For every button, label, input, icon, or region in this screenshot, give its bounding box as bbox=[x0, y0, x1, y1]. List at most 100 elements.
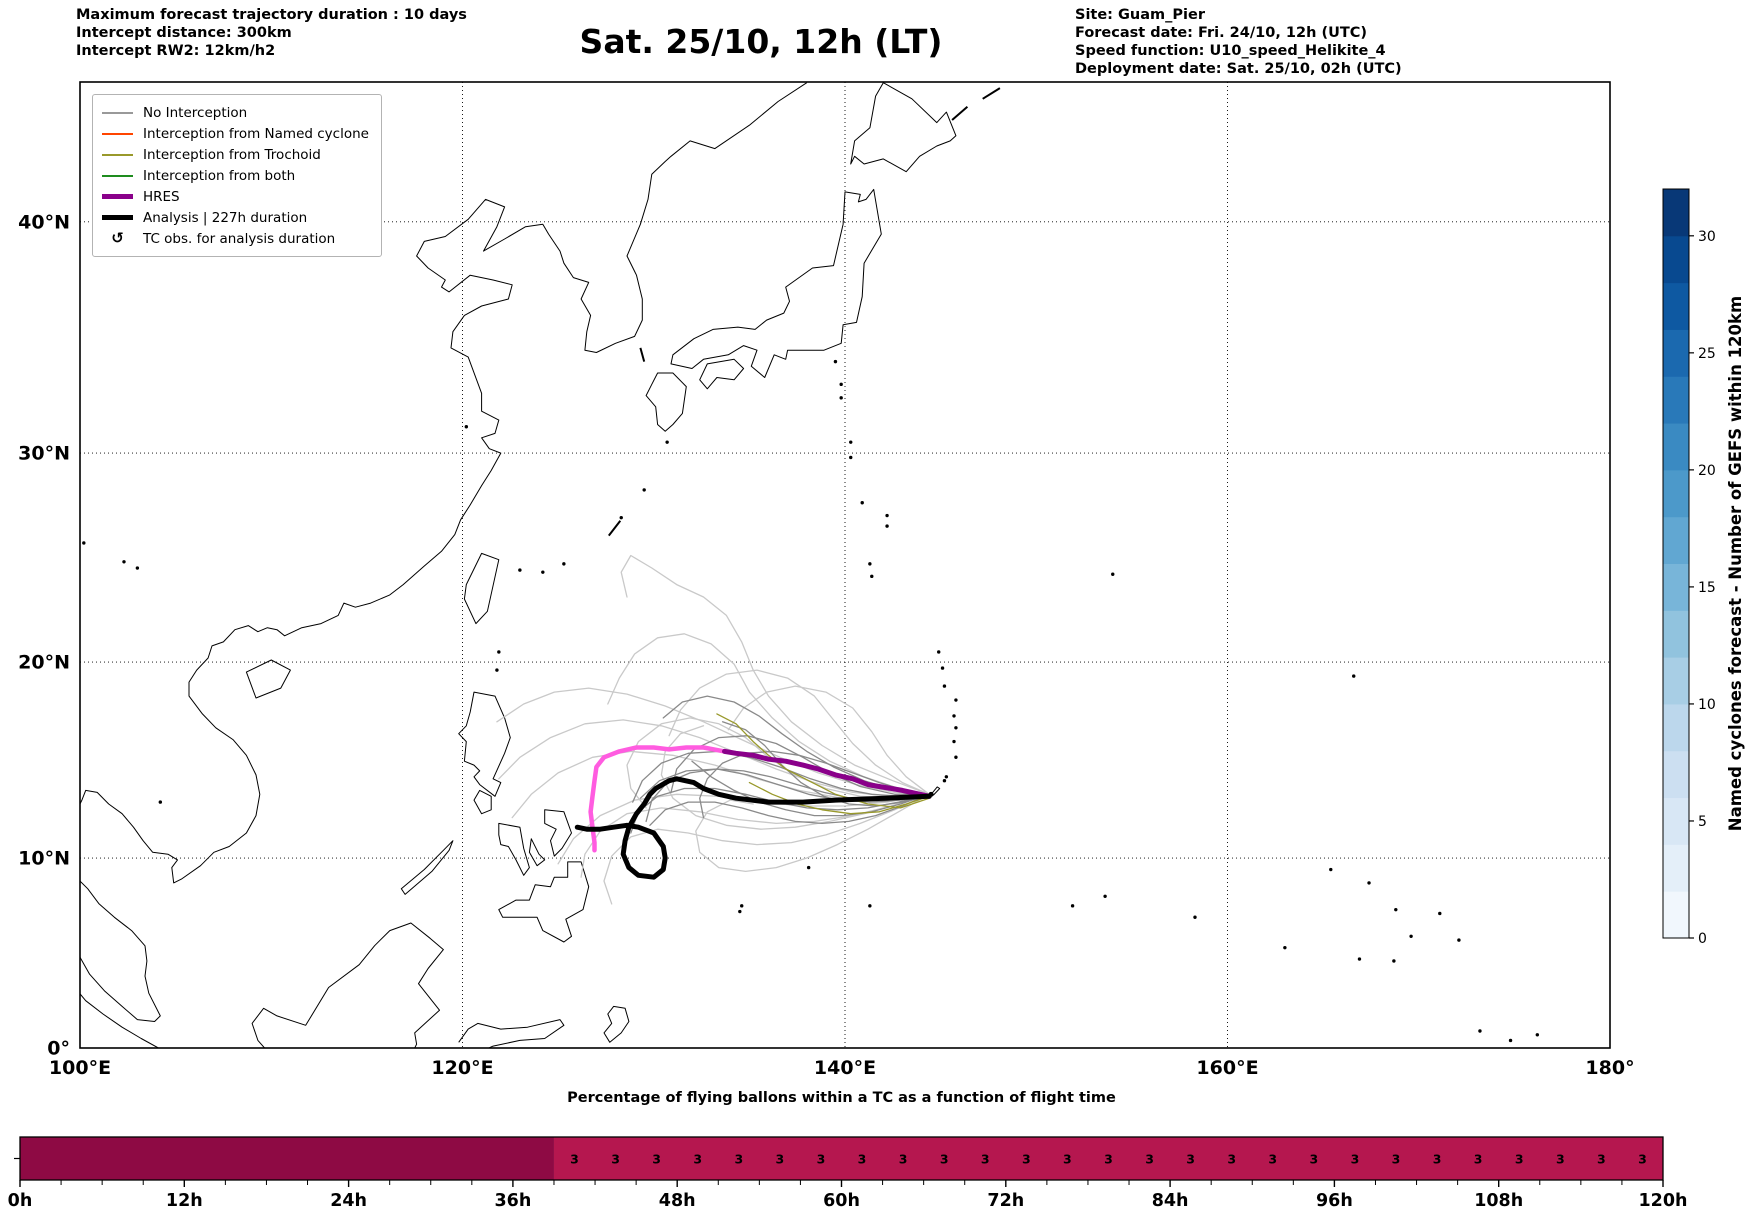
svg-text:3: 3 bbox=[1433, 1152, 1442, 1167]
legend-item-6: ↺ TC obs. for analysis duration bbox=[102, 228, 369, 249]
svg-text:3: 3 bbox=[1556, 1152, 1565, 1167]
coast-mindoro bbox=[473, 789, 492, 815]
deployment-start-point bbox=[928, 791, 934, 797]
trajectory-trochoid-interception-2 bbox=[748, 781, 930, 815]
legend-item-3: Interception from both bbox=[102, 165, 369, 186]
svg-text:48h: 48h bbox=[659, 1191, 696, 1211]
svg-text:30°N: 30°N bbox=[18, 443, 70, 465]
svg-text:120°E: 120°E bbox=[431, 1057, 493, 1079]
colorbar-label: Named cyclones forecast - Number of GEFS… bbox=[1726, 296, 1745, 831]
trajectory-no-interception-light-13 bbox=[695, 793, 930, 873]
svg-text:96h: 96h bbox=[1316, 1191, 1353, 1211]
legend-item-5: Analysis | 227h duration bbox=[102, 207, 369, 228]
island-okinawa bbox=[608, 520, 622, 537]
coast-palawan bbox=[400, 840, 454, 895]
svg-text:3: 3 bbox=[652, 1152, 661, 1167]
trajectory-no-interception-light-10 bbox=[626, 717, 930, 809]
island-dots bbox=[82, 359, 1540, 1043]
tc-obs-marker-icon: ↺ bbox=[111, 229, 124, 247]
coast-mainland-asia bbox=[80, 82, 808, 1022]
coast-sumatra-ne-coast bbox=[80, 993, 160, 1048]
trajectory-no-interception-5 bbox=[699, 750, 930, 819]
svg-text:3: 3 bbox=[1310, 1152, 1319, 1167]
svg-text:160°E: 160°E bbox=[1196, 1057, 1258, 1079]
info-forecast-date: Forecast date: Fri. 24/10, 12h (UTC) bbox=[1075, 25, 1368, 41]
legend-label: Interception from Trochoid bbox=[143, 146, 321, 163]
svg-text:3: 3 bbox=[817, 1152, 826, 1167]
svg-text:3: 3 bbox=[1268, 1152, 1277, 1167]
trajectory-hres bbox=[722, 748, 932, 799]
svg-text:3: 3 bbox=[981, 1152, 990, 1167]
trajectory-no-interception-6 bbox=[670, 735, 930, 795]
svg-text:12h: 12h bbox=[166, 1191, 203, 1211]
coast-taiwan bbox=[463, 552, 500, 625]
trajectory-magenta-track bbox=[588, 745, 727, 853]
svg-text:30: 30 bbox=[1698, 229, 1716, 245]
bottom-chart-title: Percentage of flying ballons within a TC… bbox=[567, 1090, 1116, 1106]
map-frame bbox=[79, 81, 1611, 1049]
legend-item-2: Interception from Trochoid bbox=[102, 144, 369, 165]
legend-line-sample bbox=[102, 174, 133, 177]
legend-label: TC obs. for analysis duration bbox=[143, 230, 336, 247]
svg-text:3: 3 bbox=[734, 1152, 743, 1167]
island-tsushima bbox=[639, 347, 646, 362]
coast-mindanao bbox=[498, 861, 590, 943]
svg-text:100°E: 100°E bbox=[49, 1057, 111, 1079]
legend-box: No Interception Interception from Named c… bbox=[92, 94, 382, 257]
legend-label: Interception from both bbox=[143, 167, 296, 184]
svg-text:60h: 60h bbox=[823, 1191, 860, 1211]
svg-text:3: 3 bbox=[899, 1152, 908, 1167]
coast-hainan bbox=[245, 659, 291, 699]
bar-axis: 0h 12h 24h 36h 48h 60h 72h 84h 96h 108h 120h bbox=[8, 1157, 1688, 1211]
trajectory-no-interception-light-2 bbox=[607, 633, 930, 795]
info-top-left: Maximum forecast trajectory duration : 1… bbox=[76, 6, 467, 60]
coast-kyushu bbox=[645, 372, 687, 432]
map-y-tick-labels: 0° 10°N 20°N 30°N 40°N bbox=[18, 211, 70, 1059]
coast-honshu bbox=[670, 188, 882, 378]
trajectory-no-interception-9 bbox=[691, 760, 930, 817]
legend-line-sample bbox=[102, 132, 133, 135]
legend-item-4: HRES bbox=[102, 186, 369, 207]
svg-text:3: 3 bbox=[858, 1152, 867, 1167]
svg-text:24h: 24h bbox=[330, 1191, 367, 1211]
trajectory-no-interception-light-8 bbox=[603, 793, 930, 905]
svg-text:3: 3 bbox=[1474, 1152, 1483, 1167]
trajectory-no-interception-light-4 bbox=[498, 719, 930, 797]
coast-cebu-bohol bbox=[528, 838, 546, 867]
bar-value-labels: 3 3 3 3 3 3 3 3 3 3 3 3 3 3 3 3 3 3 3 3 3 3 3 3 3 3 3 bbox=[570, 1152, 1647, 1167]
svg-text:3: 3 bbox=[1145, 1152, 1154, 1167]
legend-label: Interception from Named cyclone bbox=[143, 125, 369, 142]
legend-label: HRES bbox=[143, 188, 180, 205]
svg-text:0°: 0° bbox=[47, 1038, 70, 1060]
svg-text:3: 3 bbox=[1227, 1152, 1236, 1167]
flight-time-bar bbox=[19, 1136, 1664, 1181]
coast-sulawesi-north bbox=[458, 1019, 565, 1048]
svg-text:36h: 36h bbox=[494, 1191, 531, 1211]
legend-line-sample bbox=[102, 215, 133, 220]
coast-hokkaido bbox=[850, 82, 957, 173]
svg-text:120h: 120h bbox=[1639, 1191, 1688, 1211]
info-deployment-date: Deployment date: Sat. 25/10, 02h (UTC) bbox=[1075, 61, 1402, 77]
trajectory-no-interception-3 bbox=[630, 787, 930, 834]
info-site: Site: Guam_Pier bbox=[1075, 7, 1205, 23]
map-gridlines bbox=[80, 82, 1610, 1048]
svg-text:3: 3 bbox=[611, 1152, 620, 1167]
svg-text:3: 3 bbox=[1104, 1152, 1113, 1167]
svg-text:0: 0 bbox=[1698, 931, 1707, 947]
coast-borneo bbox=[251, 922, 444, 1048]
svg-text:3: 3 bbox=[1597, 1152, 1606, 1167]
coast-panay-negros bbox=[498, 822, 530, 876]
info-intercept-rw2: Intercept RW2: 12km/h2 bbox=[76, 43, 276, 59]
coast-luzon bbox=[458, 691, 511, 797]
svg-text:3: 3 bbox=[693, 1152, 702, 1167]
svg-text:0h: 0h bbox=[8, 1191, 33, 1211]
trajectory-no-interception-light-9 bbox=[660, 725, 930, 830]
trajectory-no-interception-light-1 bbox=[620, 554, 930, 795]
bar-segment-1 bbox=[553, 1137, 1663, 1180]
svg-text:3: 3 bbox=[1022, 1152, 1031, 1167]
svg-text:3: 3 bbox=[1186, 1152, 1195, 1167]
svg-text:20°N: 20°N bbox=[18, 652, 70, 674]
svg-text:3: 3 bbox=[1638, 1152, 1647, 1167]
